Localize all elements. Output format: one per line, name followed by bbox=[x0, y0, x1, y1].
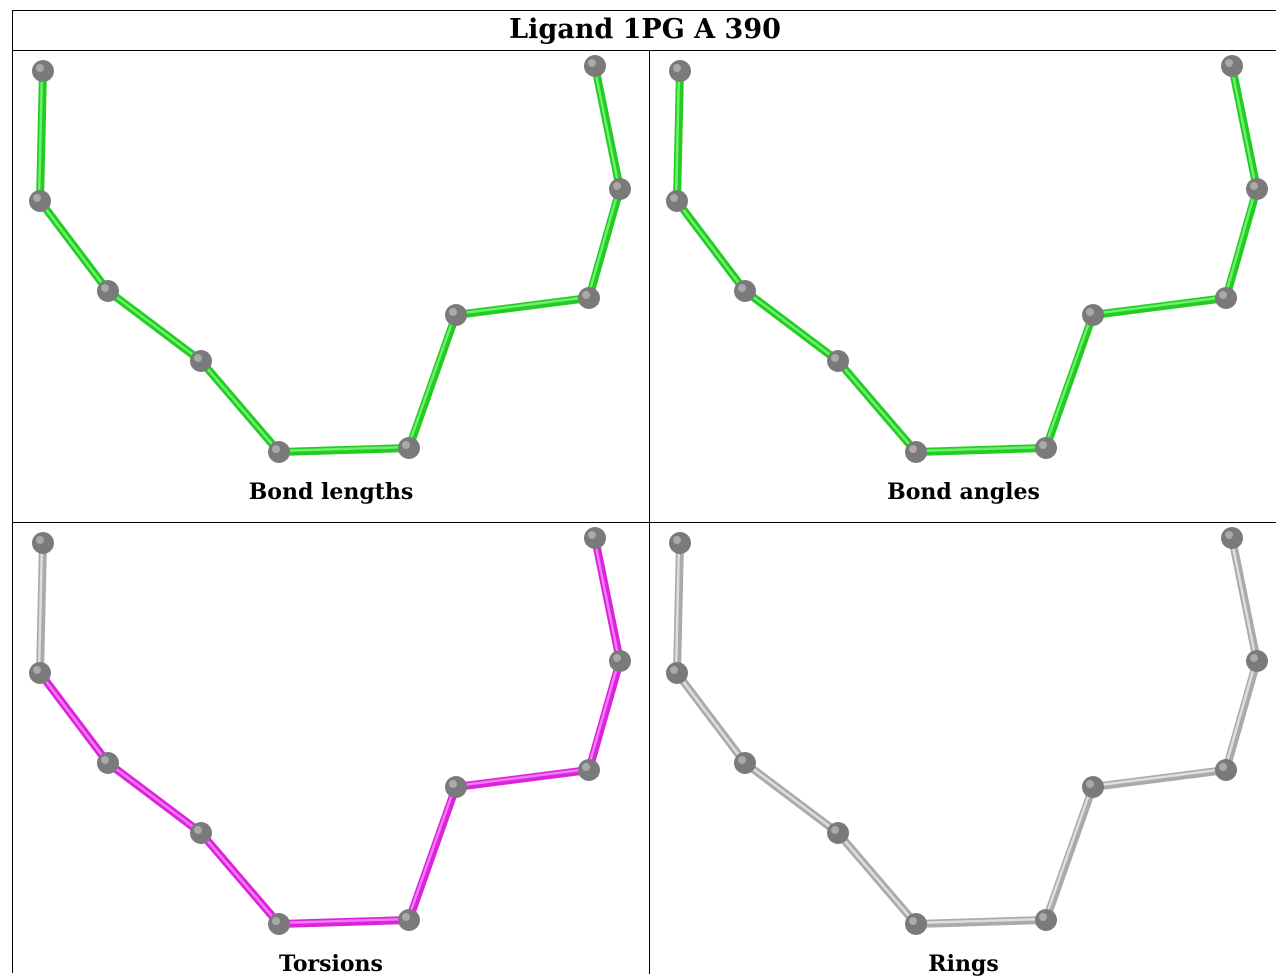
atom-9 bbox=[609, 650, 631, 672]
panel-rings: Rings bbox=[650, 523, 1276, 977]
bond-5-6 bbox=[275, 916, 413, 928]
bond-7-8 bbox=[1089, 294, 1230, 319]
bond-7-8 bbox=[1089, 766, 1230, 791]
atom-4 bbox=[827, 822, 849, 844]
bond-2-3 bbox=[673, 669, 749, 767]
atom-5 bbox=[268, 441, 290, 463]
bond-1-2 bbox=[673, 67, 684, 205]
molecule-view-bond-lengths bbox=[29, 55, 631, 463]
bond-8-9 bbox=[1222, 185, 1261, 302]
atom-4 bbox=[190, 822, 212, 844]
bond-3-4 bbox=[104, 759, 205, 837]
atom-4 bbox=[827, 350, 849, 372]
panel-torsions: Torsions bbox=[13, 523, 650, 977]
bond-7-8 bbox=[452, 294, 593, 319]
bond-4-5 bbox=[197, 357, 283, 456]
atom-9 bbox=[1246, 650, 1268, 672]
bond-2-3 bbox=[36, 197, 112, 295]
atom-9 bbox=[609, 178, 631, 200]
bond-8-9 bbox=[1222, 657, 1261, 774]
atom-2 bbox=[666, 662, 688, 684]
atom-6 bbox=[1035, 437, 1057, 459]
atom-6 bbox=[398, 909, 420, 931]
atom-7 bbox=[445, 776, 467, 798]
atom-3 bbox=[734, 752, 756, 774]
atom-7 bbox=[445, 304, 467, 326]
atom-10 bbox=[584, 527, 606, 549]
atom-3 bbox=[97, 752, 119, 774]
bond-7-8 bbox=[452, 766, 593, 791]
bond-5-6 bbox=[275, 444, 413, 456]
atom-5 bbox=[905, 913, 927, 935]
atom-8 bbox=[578, 287, 600, 309]
atom-8 bbox=[1215, 287, 1237, 309]
panel-bond-lengths: Bond lengths bbox=[13, 51, 650, 523]
atom-8 bbox=[1215, 759, 1237, 781]
bond-6-7 bbox=[1042, 783, 1097, 924]
atom-2 bbox=[29, 662, 51, 684]
atom-1 bbox=[32, 532, 54, 554]
bond-3-4 bbox=[741, 287, 842, 365]
atom-7 bbox=[1082, 304, 1104, 326]
molecule-view-bond-angles bbox=[666, 55, 1268, 463]
bond-4-5 bbox=[834, 357, 920, 456]
atom-1 bbox=[669, 60, 691, 82]
molecule-view-torsions bbox=[29, 527, 631, 935]
bond-9-10 bbox=[591, 62, 624, 193]
bond-3-4 bbox=[741, 759, 842, 837]
atom-7 bbox=[1082, 776, 1104, 798]
figure-title: Ligand 1PG A 390 bbox=[13, 11, 1276, 51]
caption-rings: Rings bbox=[928, 951, 999, 977]
atom-10 bbox=[1221, 55, 1243, 77]
bond-9-10 bbox=[1228, 62, 1261, 193]
atom-6 bbox=[398, 437, 420, 459]
bond-4-5 bbox=[197, 829, 283, 928]
bond-9-10 bbox=[1228, 534, 1261, 665]
caption-bond-angles: Bond angles bbox=[887, 479, 1040, 505]
atom-6 bbox=[1035, 909, 1057, 931]
bond-1-2 bbox=[36, 67, 47, 205]
caption-bond-lengths: Bond lengths bbox=[248, 479, 414, 505]
atom-10 bbox=[1221, 527, 1243, 549]
bond-8-9 bbox=[585, 185, 624, 302]
panel-bond-angles: Bond angles bbox=[650, 51, 1276, 523]
atom-1 bbox=[32, 60, 54, 82]
bond-5-6 bbox=[912, 444, 1050, 456]
bond-9-10 bbox=[591, 534, 624, 665]
caption-torsions: Torsions bbox=[279, 951, 383, 977]
atom-5 bbox=[905, 441, 927, 463]
atom-5 bbox=[268, 913, 290, 935]
bond-6-7 bbox=[1042, 311, 1097, 452]
molecule-view-rings bbox=[666, 527, 1268, 935]
atom-8 bbox=[578, 759, 600, 781]
atom-3 bbox=[734, 280, 756, 302]
atom-1 bbox=[669, 532, 691, 554]
bond-1-2 bbox=[673, 539, 684, 677]
figure-frame: Ligand 1PG A 390 Bond lengths Bond angle… bbox=[12, 10, 1276, 977]
bond-8-9 bbox=[585, 657, 624, 774]
bond-2-3 bbox=[36, 669, 112, 767]
bond-5-6 bbox=[912, 916, 1050, 928]
bond-4-5 bbox=[834, 829, 920, 928]
atom-3 bbox=[97, 280, 119, 302]
bond-6-7 bbox=[405, 783, 460, 924]
bond-6-7 bbox=[405, 311, 460, 452]
bond-1-2 bbox=[36, 539, 47, 677]
atom-10 bbox=[584, 55, 606, 77]
atom-2 bbox=[666, 190, 688, 212]
atom-9 bbox=[1246, 178, 1268, 200]
atom-4 bbox=[190, 350, 212, 372]
atom-2 bbox=[29, 190, 51, 212]
bond-3-4 bbox=[104, 287, 205, 365]
bond-2-3 bbox=[673, 197, 749, 295]
